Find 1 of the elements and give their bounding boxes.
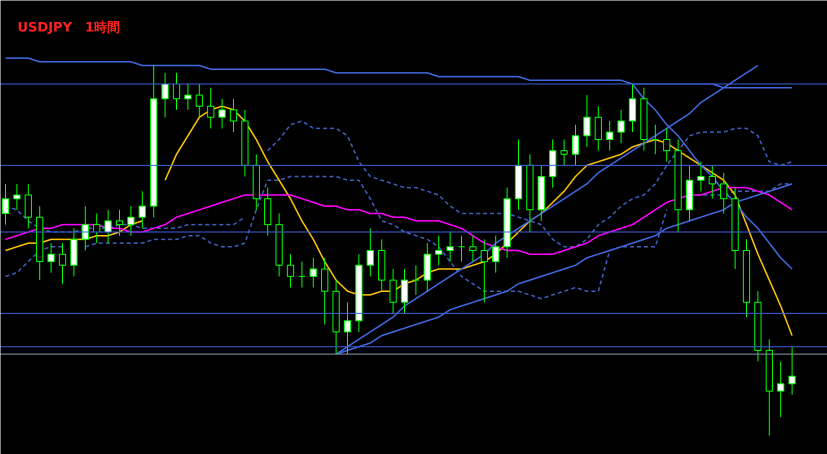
chart-title: USDJPY 1時間 bbox=[18, 20, 120, 36]
